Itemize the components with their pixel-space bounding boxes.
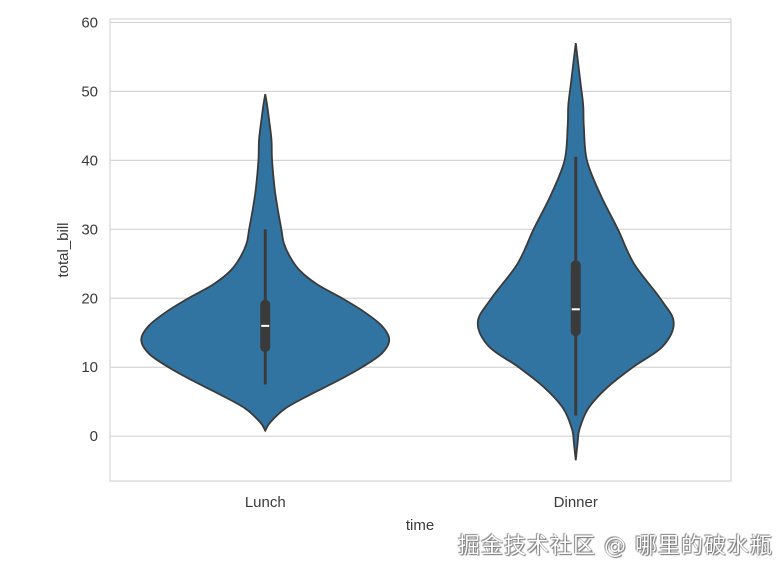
y-tick-label: 10 xyxy=(81,359,98,376)
y-tick-label: 30 xyxy=(81,221,98,238)
watermark: 掘金技术社区 @ 哪里的破水瓶 xyxy=(458,534,773,559)
plot-area xyxy=(109,18,732,482)
y-axis-label: total_bill xyxy=(55,222,72,277)
y-tick-label: 50 xyxy=(81,83,98,100)
x-axis-label: time xyxy=(406,517,434,534)
y-tick-label: 60 xyxy=(81,14,98,31)
y-tick-label: 0 xyxy=(90,428,98,445)
x-tick-label: Dinner xyxy=(554,494,598,511)
x-tick-label: Lunch xyxy=(245,494,286,511)
y-tick-label: 20 xyxy=(81,290,98,307)
iqr-box xyxy=(570,260,581,337)
y-tick-label: 40 xyxy=(81,152,98,169)
